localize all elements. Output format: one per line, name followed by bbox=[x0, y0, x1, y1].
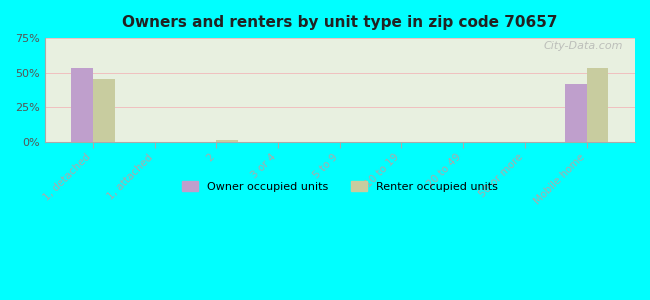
Legend: Owner occupied units, Renter occupied units: Owner occupied units, Renter occupied un… bbox=[177, 176, 502, 196]
Bar bbox=[565, 84, 586, 142]
Bar bbox=[93, 80, 114, 142]
Text: City-Data.com: City-Data.com bbox=[543, 41, 623, 51]
Bar bbox=[216, 140, 238, 142]
Bar bbox=[72, 68, 93, 142]
Bar bbox=[586, 68, 608, 142]
Title: Owners and renters by unit type in zip code 70657: Owners and renters by unit type in zip c… bbox=[122, 15, 558, 30]
